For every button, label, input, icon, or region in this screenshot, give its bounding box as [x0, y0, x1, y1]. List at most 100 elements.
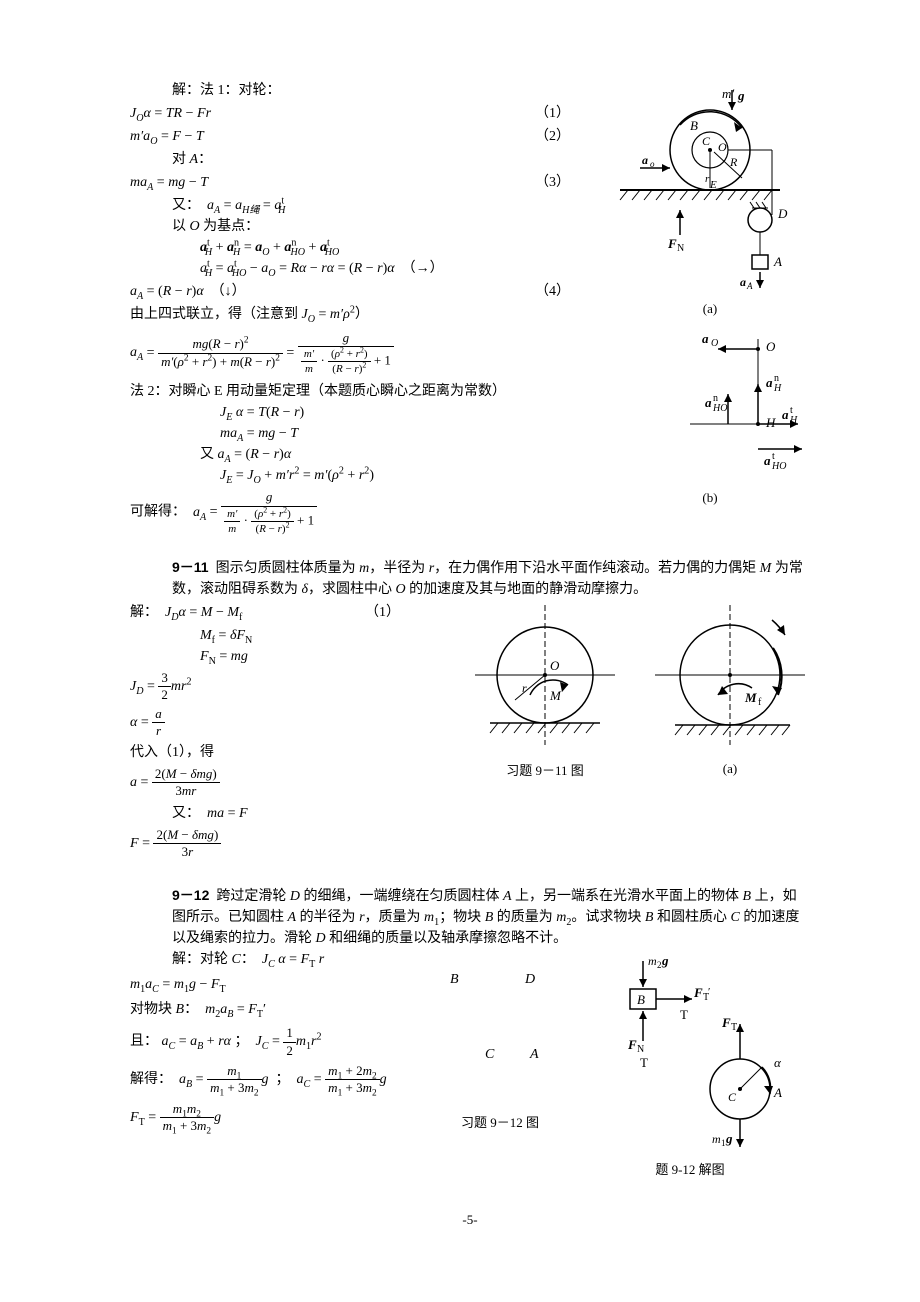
svg-text:N: N: [637, 1044, 644, 1055]
svg-text:F: F: [667, 236, 677, 251]
svg-text:′: ′: [708, 986, 710, 998]
svg-text:a: a: [702, 331, 709, 346]
svg-text:o: o: [650, 159, 655, 169]
svg-text:HO: HO: [712, 403, 727, 414]
problem-10-text: 解：法 1：对轮： JOα = TR − Fr （1） m′aO = F − T…: [130, 80, 590, 535]
svg-text:N: N: [677, 243, 684, 254]
p10-eq1: JOα = TR − Fr （1）: [130, 103, 590, 124]
svg-text:a: a: [705, 395, 712, 410]
p11-fig-a-label: (a): [650, 759, 810, 779]
p12-figure-right: B m2g FT′ T FN T C A FT: [590, 949, 790, 1180]
page-number: -5-: [130, 1210, 810, 1230]
svg-text:M: M: [744, 690, 757, 705]
svg-text:O: O: [766, 339, 776, 354]
svg-text:T: T: [680, 1007, 688, 1022]
p10-intro: 解：法 1：对轮：: [172, 80, 590, 101]
svg-text:F: F: [721, 1015, 731, 1030]
p11-figure-right: Mf: [650, 600, 810, 750]
p11-caption: 习题 9－11 图: [470, 761, 620, 781]
p10-eq4a: atH = atHO − aO = Rα − rα = (R − r)α （→）: [200, 258, 590, 279]
p10-eq4b: aA = (R − r)α （↓） （4）: [130, 281, 590, 302]
p10-figure-b: O aO H anH anHO atH atHO: [610, 329, 810, 479]
svg-text:a: a: [764, 453, 771, 468]
p12-toB: 对物块 B： m2aB = FT′: [130, 999, 430, 1020]
svg-text:1: 1: [721, 1138, 726, 1148]
svg-text:A: A: [773, 254, 782, 269]
svg-text:g: g: [737, 88, 745, 103]
p12-figure-left: B D C A 习题 9－12 图: [430, 949, 570, 1133]
p10-fig-a-label: (a): [610, 299, 810, 319]
p10-m2-2: maA = mg − T: [220, 423, 590, 444]
p10-m2-solve: 可解得： aA = g m′m · (ρ2 + r2)(R − r)2 + 1: [130, 490, 590, 534]
p12-eq2: m1aC = m1g − FT: [130, 974, 430, 995]
p11-also: 又： ma = F: [172, 803, 450, 824]
p12-statement: 9－12 跨过定滑轮 D 的细绳，一端缠绕在匀质圆柱体 A 上，另一端系在光滑水…: [172, 885, 810, 949]
svg-text:H: H: [789, 415, 798, 426]
p10-eq3: maA = mg − T （3）: [130, 172, 590, 193]
p12-ft: FT = m1m2m1 + 3m2g: [130, 1102, 430, 1134]
svg-text:r: r: [522, 681, 527, 695]
svg-text:C: C: [728, 1090, 737, 1104]
svg-text:D: D: [777, 206, 788, 221]
svg-text:A: A: [773, 1085, 782, 1100]
svg-text:T: T: [640, 1055, 648, 1070]
p11-eq3: FN = mg: [200, 646, 450, 667]
p10-figure-a: ao m′ g B C O R r E D A: [610, 80, 810, 290]
p11-figure-left: O r M: [470, 600, 620, 750]
p10-combine: 由上四式联立，得（注意到 JO = m′ρ2）: [130, 304, 590, 325]
svg-text:HO: HO: [771, 461, 786, 472]
svg-text:M: M: [549, 688, 562, 703]
p10-method2: 法 2：对瞬心 E 用动量矩定理（本题质心瞬心之距离为常数）: [130, 381, 590, 402]
problem-12-section: 9－12 跨过定滑轮 D 的细绳，一端缠绕在匀质圆柱体 A 上，另一端系在光滑水…: [130, 885, 810, 1180]
svg-text:A: A: [746, 281, 753, 290]
p11-eq7: F = 2(M − δmg)3r: [130, 828, 450, 860]
p10-result1: aA = mg(R − r)2 m′(ρ2 + r2) + m(R − r)2 …: [130, 331, 590, 375]
svg-text:a: a: [642, 153, 648, 167]
svg-text:O: O: [718, 140, 727, 154]
svg-text:F: F: [627, 1037, 637, 1052]
p12-text: 解：对轮 C： JC α = FT r m1aC = m1g − FT 对物块 …: [130, 949, 430, 1139]
svg-text:2: 2: [657, 960, 662, 970]
p11-eq2: Mf = δFN: [200, 625, 450, 646]
svg-text:C: C: [702, 134, 711, 148]
svg-text:g: g: [725, 1131, 733, 1146]
p10-fig-b-label: (b): [610, 488, 810, 508]
svg-text:B: B: [690, 118, 698, 133]
p11-eq1: 解： JDα = M − Mf （1）: [130, 602, 450, 623]
svg-text:T: T: [731, 1022, 737, 1033]
p11-eq5: α = ar: [130, 707, 450, 739]
p10-m2-3: 又 aA = (R − r)α: [200, 444, 590, 465]
problem-11-section: 9－11 图示匀质圆柱体质量为 m，半径为 r，在力偶作用下沿水平面作纯滚动。若…: [130, 557, 810, 863]
svg-text:a: a: [766, 375, 773, 390]
p12-and: 且： aC = aB + rα ； JC = 12m1r2: [130, 1026, 430, 1058]
p12-solve: 解得： aB = m1m1 + 3m2g ； aC = m1 + 2m2m1 +…: [130, 1064, 430, 1096]
svg-text:m: m: [712, 1132, 721, 1146]
p10-m2-4: JE = JO + m′r2 = m′(ρ2 + r2): [220, 465, 590, 486]
p11-eq4: JD = 32mr2: [130, 671, 450, 703]
p10-eq2: m′aO = F − T （2）: [130, 126, 590, 147]
svg-text:a: a: [782, 407, 789, 422]
p12-caption1: 习题 9－12 图: [430, 1113, 570, 1133]
p10-vec: atH + anH = aO + anHO + atHO: [200, 237, 590, 258]
svg-text:O: O: [550, 658, 560, 673]
svg-text:B: B: [637, 992, 645, 1007]
p12-caption2: 题 9-12 解图: [590, 1160, 790, 1180]
p11-figures: O r M 习题 9－11 图: [470, 600, 810, 781]
svg-text:m: m: [648, 954, 657, 968]
p11-text: 解： JDα = M − Mf （1） Mf = δFN FN = mg JD …: [130, 600, 450, 863]
p12-sol: 解：对轮 C： JC α = FT r: [172, 949, 430, 970]
svg-text:O: O: [711, 338, 718, 349]
p11-eq6: a = 2(M − δmg)3mr: [130, 767, 450, 799]
p10-m2-1: JE α = T(R − r): [220, 402, 590, 423]
p11-sub: 代入（1），得: [130, 742, 450, 763]
svg-text:α: α: [774, 1055, 782, 1070]
problem-10-figures: ao m′ g B C O R r E D A: [610, 80, 810, 507]
p10-also: 又： aA = aH绳 = atH: [172, 195, 590, 216]
svg-text:g: g: [661, 953, 669, 968]
p10-base: 以 O 为基点：: [172, 216, 590, 237]
svg-text:H: H: [765, 415, 776, 430]
p10-toA: 对 A：: [172, 149, 590, 170]
svg-text:H: H: [773, 383, 782, 394]
svg-text:f: f: [758, 697, 762, 708]
svg-text:F: F: [693, 985, 703, 1000]
